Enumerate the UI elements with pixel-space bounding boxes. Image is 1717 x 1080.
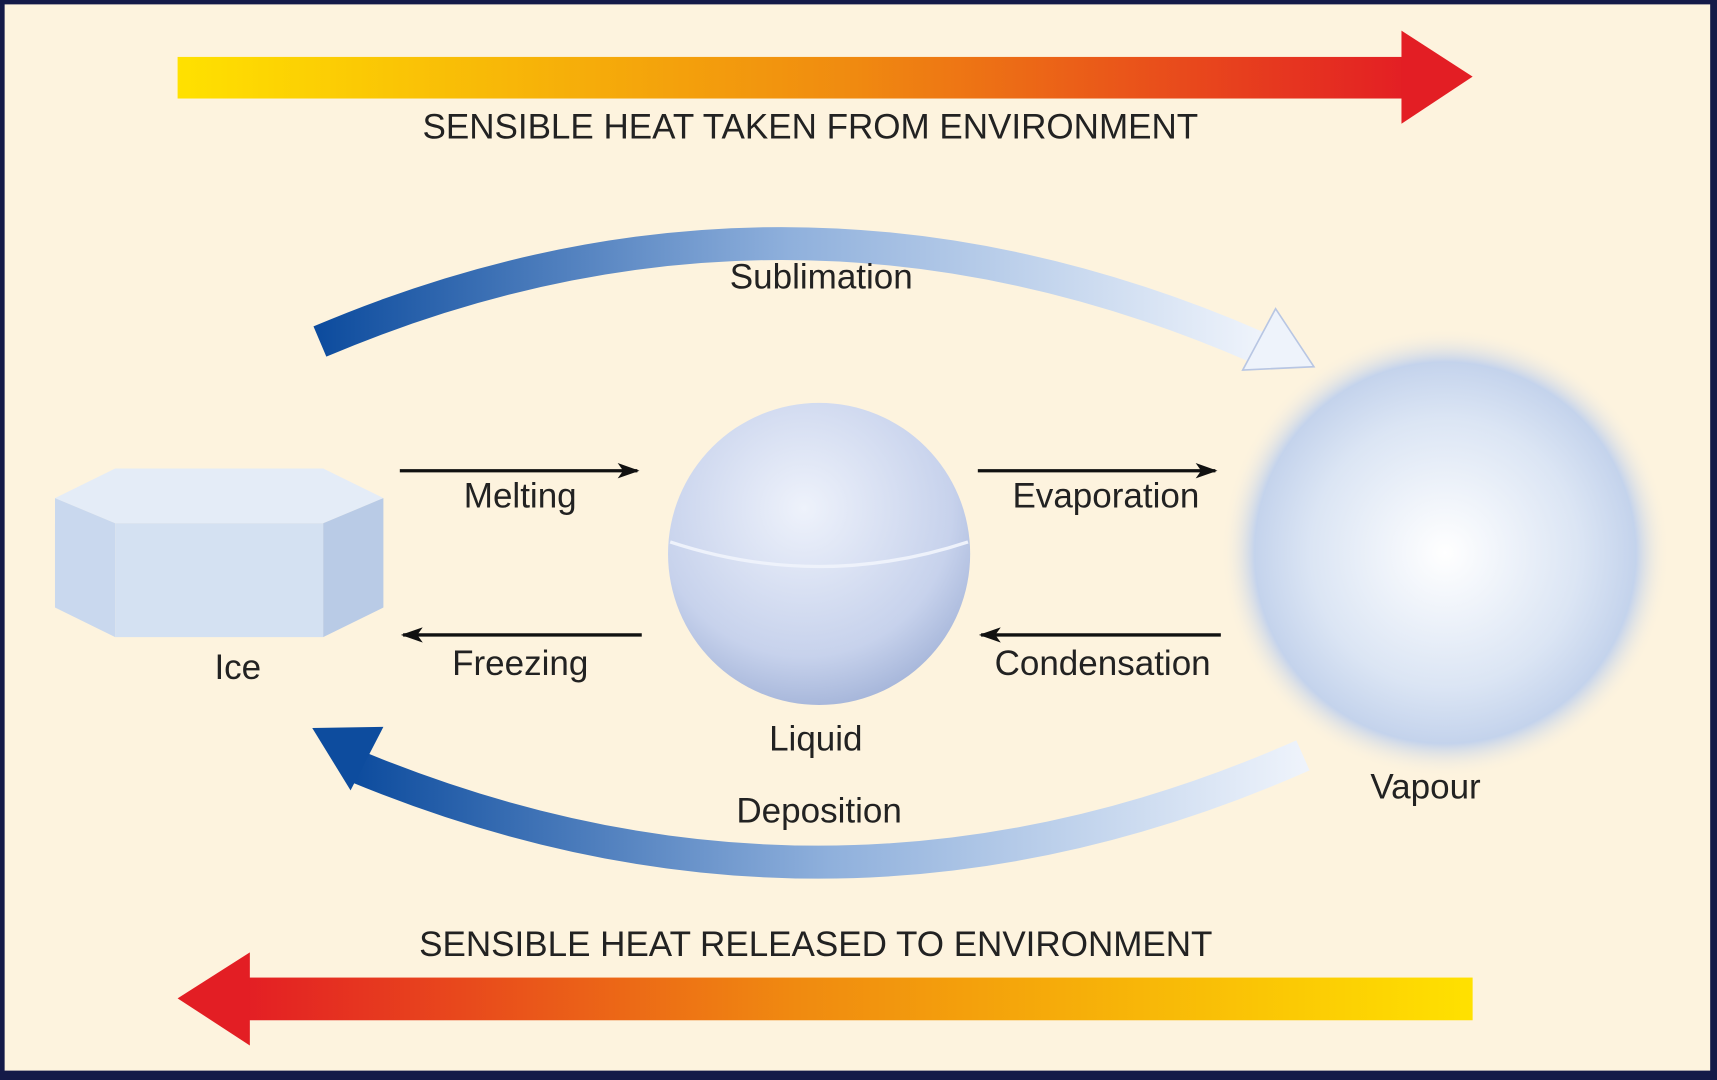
heat-arrow-bottom — [243, 977, 1473, 1021]
condensation-label: Condensation — [995, 644, 1211, 683]
freezing-label: Freezing — [452, 644, 588, 683]
deposition-arrow-head — [312, 726, 384, 791]
heat-arrow-top — [177, 56, 1410, 99]
heat-arrow-bottom-head — [177, 952, 250, 1046]
vapour-label: Vapour — [1370, 768, 1481, 807]
sublimation-arrow-head — [1241, 307, 1316, 371]
evaporation-label: Evaporation — [1012, 476, 1199, 515]
vapour-cloud — [1220, 328, 1670, 778]
sphere-highlight — [669, 540, 969, 569]
sublimation-arrow — [313, 227, 1266, 364]
heat-arrow-top-head — [1401, 30, 1473, 124]
heat-released-label: SENSIBLE HEAT RELEASED TO ENVIRONMENT — [419, 925, 1212, 964]
ice-label: Ice — [214, 648, 261, 687]
heat-taken-label: SENSIBLE HEAT TAKEN FROM ENVIRONMENT — [422, 107, 1198, 146]
ice-block — [54, 468, 384, 638]
melting-label: Melting — [464, 476, 577, 515]
deposition-arrow — [349, 740, 1310, 879]
liquid-label: Liquid — [769, 719, 862, 758]
liquid-sphere — [668, 402, 971, 705]
deposition-label: Deposition — [736, 792, 901, 831]
sublimation-label: Sublimation — [730, 257, 913, 296]
